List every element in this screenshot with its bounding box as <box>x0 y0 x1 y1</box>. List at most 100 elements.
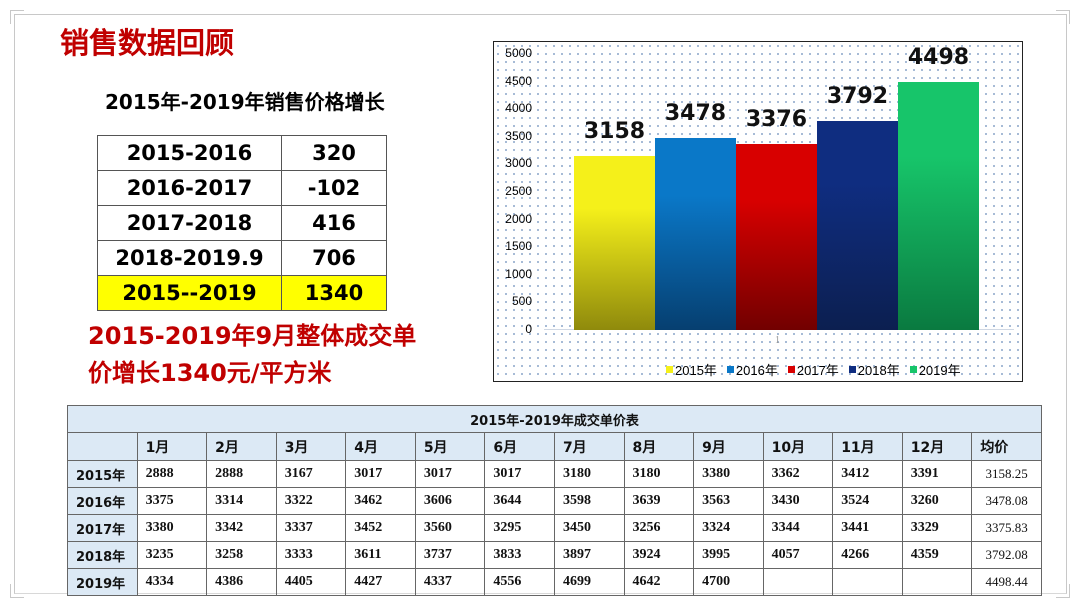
column-header: 1月 <box>136 432 208 461</box>
month-price-cell: 3337 <box>275 514 347 542</box>
month-price-cell: 2888 <box>136 460 208 488</box>
month-price-cell: 4386 <box>206 568 277 596</box>
table-row: 2017年 3380 3342 3337 3452 3560 3295 3450 3256 332… <box>67 514 1042 542</box>
y-axis-tick: 3000 <box>505 156 532 171</box>
average-price-cell: 3375.83 <box>971 514 1042 542</box>
growth-value: 416 <box>281 205 387 241</box>
bar-data-label: 3478 <box>664 101 727 126</box>
table-row: 2019年 4334 4386 4405 4427 4337 4556 4699 4642 470… <box>67 568 1042 596</box>
legend-item: 2017年 <box>787 360 839 379</box>
month-price-cell: 3235 <box>136 541 208 569</box>
month-price-cell: 3180 <box>623 460 695 488</box>
page-title: 销售数据回顾 <box>60 26 235 60</box>
column-header: 4月 <box>345 432 416 461</box>
average-price-cell: 3158.25 <box>971 460 1042 488</box>
month-price-cell: 3258 <box>206 541 277 569</box>
column-header: 10月 <box>762 432 834 461</box>
price-table-title-row: 2015年-2019年成交单价表 <box>67 405 1042 433</box>
legend-swatch-icon <box>787 366 795 373</box>
month-price-cell: 3380 <box>136 514 208 542</box>
month-price-cell: 3391 <box>901 460 973 488</box>
month-price-cell: 3017 <box>414 460 486 488</box>
column-header: 8月 <box>623 432 695 461</box>
month-price-cell: 3737 <box>414 541 486 569</box>
column-header: 2月 <box>206 432 277 461</box>
bar-2016年 <box>655 138 736 330</box>
average-price-cell: 3478.08 <box>971 487 1042 515</box>
growth-table: 2015-2016 320 2016-2017 -102 2017-2018 416 201… <box>97 135 387 311</box>
legend-label: 2019年 <box>918 363 961 378</box>
bar-2015年 <box>574 155 655 330</box>
table-row: 2016年 3375 3314 3322 3462 3606 3644 3598 3639 356… <box>67 487 1042 515</box>
column-header: 均价 <box>971 432 1042 461</box>
column-header: 6月 <box>484 432 555 461</box>
month-price-cell: 3180 <box>553 460 625 488</box>
average-price-cell: 3792.08 <box>971 541 1042 569</box>
month-price-cell: 3524 <box>832 487 903 515</box>
price-table-header-row: 1月 2月 3月 4月 5月 6月 7月 8月 9月 10月 11月 12月 均价 <box>67 432 1042 461</box>
month-price-cell: 3017 <box>345 460 416 488</box>
y-axis-tick: 2500 <box>505 184 532 198</box>
month-price-cell <box>901 568 973 596</box>
month-price-cell: 3256 <box>623 514 695 542</box>
month-price-cell: 3450 <box>553 514 625 542</box>
bar-data-label: 4498 <box>907 44 970 70</box>
slide-corner-marker <box>10 10 24 24</box>
legend-item: 2015年 <box>666 360 717 379</box>
month-price-cell: 4405 <box>275 568 347 596</box>
legend-swatch-icon <box>726 366 734 373</box>
month-price-cell: 2888 <box>206 460 277 488</box>
month-price-cell: 3563 <box>693 487 764 515</box>
price-table-title: 2015年-2019年成交单价表 <box>67 405 1042 433</box>
growth-row: 2018-2019.9 706 <box>97 240 387 276</box>
row-year: 2015年 <box>67 460 138 488</box>
row-year: 2018年 <box>67 541 138 569</box>
legend-swatch-icon <box>666 366 673 373</box>
y-axis-tick: 4500 <box>505 73 532 88</box>
month-price-cell: 3995 <box>693 541 764 569</box>
chart-legend: 2015年 2016年 2017年 2018年 2019年 <box>666 360 961 379</box>
column-header <box>67 432 138 461</box>
summary-line-2: 价增长1340元/平方米 <box>88 359 332 387</box>
slide-corner-marker <box>1056 584 1070 598</box>
month-price-cell: 3362 <box>762 460 834 488</box>
growth-value: -102 <box>281 170 387 206</box>
legend-swatch-icon <box>848 366 856 373</box>
bar-2019年 <box>898 81 979 330</box>
row-year: 2017年 <box>67 514 138 542</box>
month-price-cell: 3644 <box>484 487 555 515</box>
table-row: 2015年 2888 2888 3167 3017 3017 3017 3180 3180 338… <box>67 460 1042 488</box>
month-price-cell: 3611 <box>345 541 416 569</box>
price-table: 2015年-2019年成交单价表 1月 2月 3月 4月 5月 6月 7月 8月 9月 10月 11月… <box>67 405 1042 596</box>
month-price-cell: 3167 <box>275 460 347 488</box>
month-price-cell: 3560 <box>414 514 486 542</box>
month-price-cell: 4556 <box>484 568 555 596</box>
month-price-cell: 3897 <box>553 541 625 569</box>
month-price-cell: 4699 <box>553 568 625 596</box>
growth-value: 706 <box>281 240 387 276</box>
growth-subtitle: 2015年-2019年销售价格增长 <box>105 90 385 114</box>
y-axis-tick: 2000 <box>505 211 532 226</box>
month-price-cell: 3462 <box>345 487 416 515</box>
bar-2017年 <box>736 143 817 330</box>
month-price-cell: 3324 <box>693 514 764 542</box>
y-axis-tick: 4000 <box>505 101 532 116</box>
month-price-cell: 3342 <box>206 514 277 542</box>
column-header: 7月 <box>553 432 625 461</box>
bar-chart: 1 2015年 2016年 2017年 2018年 2019年 5000 4500 4000… <box>493 41 1023 382</box>
month-price-cell: 3430 <box>762 487 834 515</box>
column-header: 11月 <box>832 432 903 461</box>
y-axis-tick: 1000 <box>505 266 532 281</box>
month-price-cell: 4057 <box>762 541 834 569</box>
month-price-cell: 4427 <box>345 568 416 596</box>
growth-row: 2015-2016 320 <box>97 135 387 171</box>
summary-line-1: 2015-2019年9月整体成交单 <box>88 322 417 350</box>
growth-period: 2015--2019 <box>97 275 282 311</box>
bar-data-label: 3376 <box>745 106 808 132</box>
month-price-cell: 3375 <box>136 487 208 515</box>
month-price-cell: 3329 <box>901 514 973 542</box>
growth-period: 2018-2019.9 <box>97 240 282 276</box>
month-price-cell: 4334 <box>136 568 208 596</box>
month-price-cell: 3924 <box>623 541 695 569</box>
month-price-cell: 4266 <box>832 541 903 569</box>
